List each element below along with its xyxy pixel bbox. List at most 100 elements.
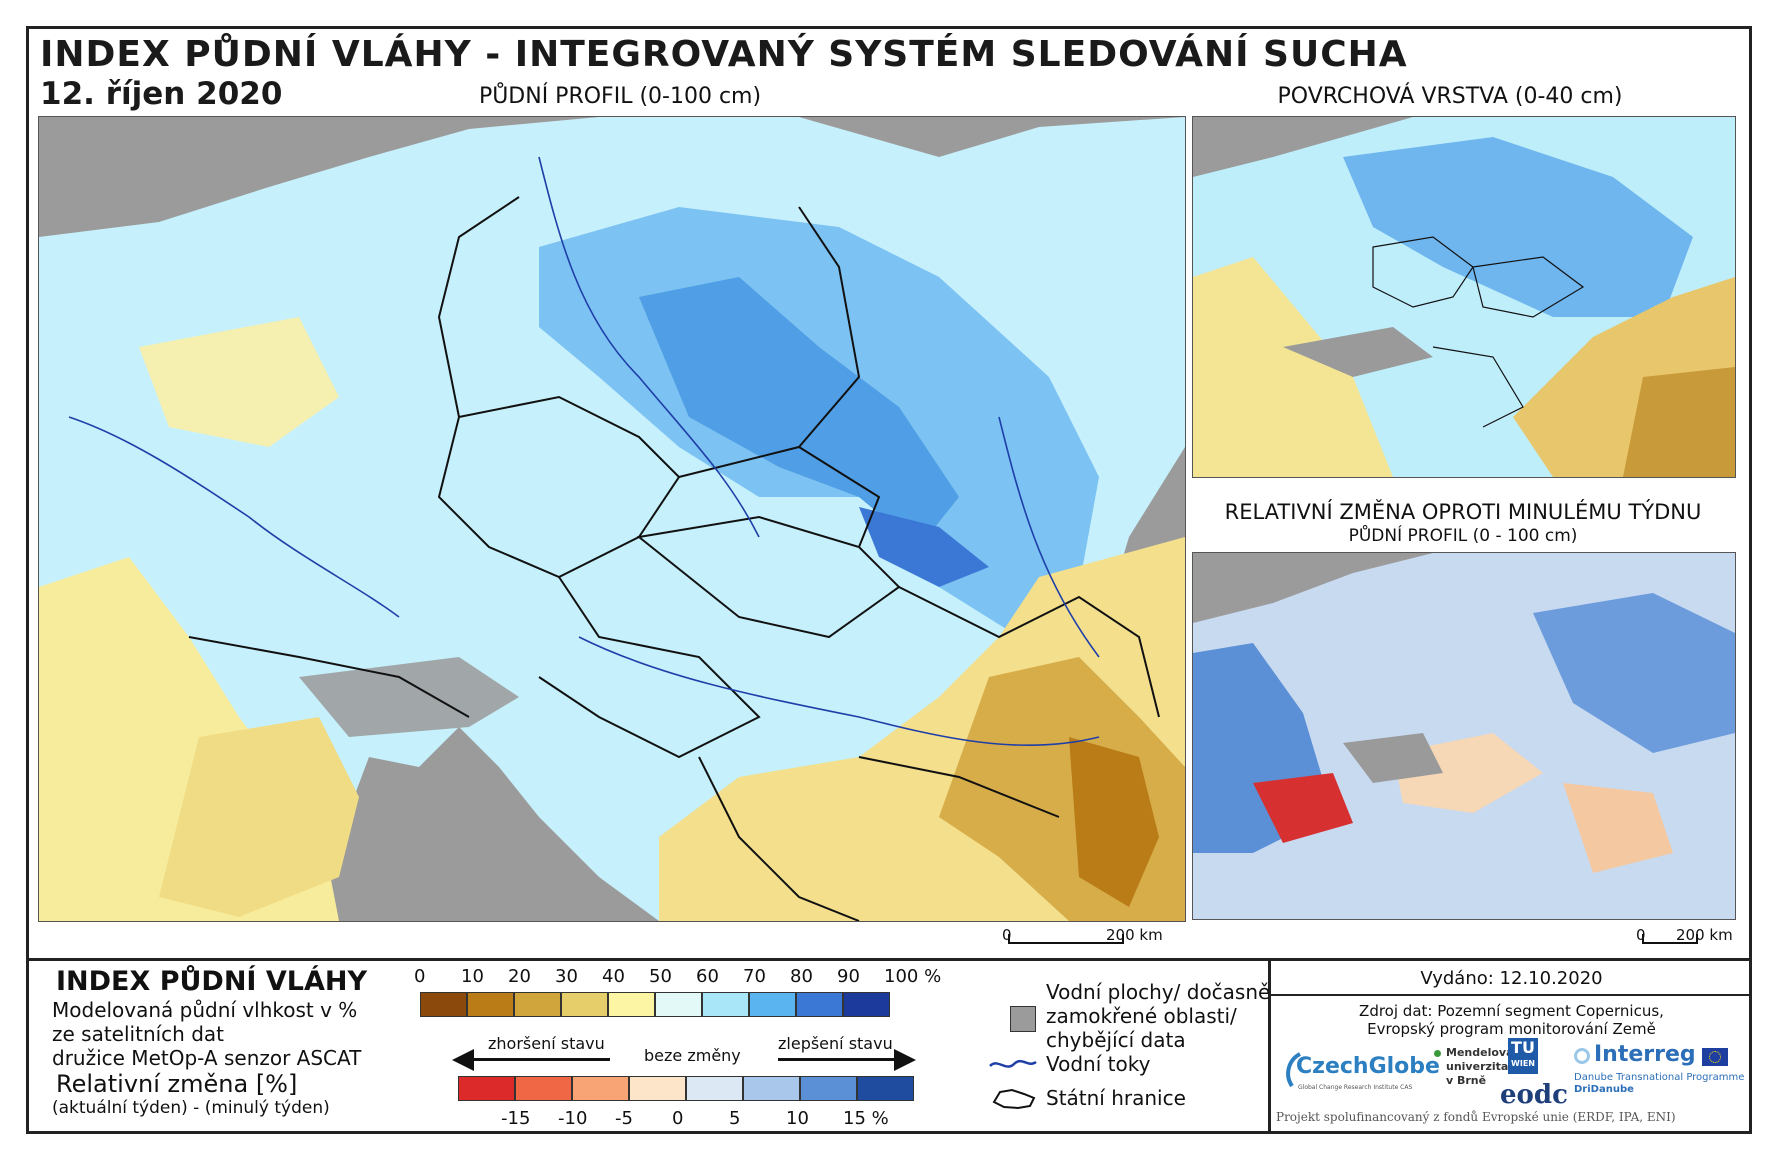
change-tick-label: 10 xyxy=(786,1108,809,1129)
change-swatch xyxy=(629,1076,686,1101)
interreg-project: DriDanube xyxy=(1574,1084,1634,1095)
change-tick-label: -5 xyxy=(615,1108,633,1129)
main-map-caption: PŮDNÍ PROFIL (0-100 cm) xyxy=(478,84,762,109)
index-tick-label: 90 xyxy=(837,966,860,987)
change-swatch xyxy=(458,1076,515,1101)
info-divider xyxy=(1268,960,1271,1134)
index-swatch xyxy=(420,992,467,1017)
legend-title: INDEX PŮDNÍ VLÁHY xyxy=(56,966,368,997)
worse-arrow-head-icon xyxy=(452,1049,474,1071)
issue-date-heading: 12. říjen 2020 xyxy=(40,76,283,112)
nochange-label: beze změny xyxy=(644,1046,741,1065)
czechglobe-subtext: Global Change Research Institute CAS xyxy=(1298,1084,1413,1091)
eodc-logo: eodc xyxy=(1500,1080,1568,1110)
index-swatch xyxy=(796,992,843,1017)
change-tick-label: -10 xyxy=(558,1108,588,1129)
change-swatch xyxy=(572,1076,629,1101)
main-map-graphic xyxy=(39,117,1185,921)
index-tick-label: 40 xyxy=(602,966,625,987)
change-scale-bar xyxy=(1642,934,1698,944)
better-label: zlepšení stavu xyxy=(778,1034,893,1053)
index-tick-label: 30 xyxy=(555,966,578,987)
worse-arrow-line xyxy=(456,1058,610,1061)
border-outline-icon xyxy=(992,1088,1036,1110)
legend-desc-line3: družice MetOp-A senzor ASCAT xyxy=(52,1046,362,1070)
change-colorbar xyxy=(458,1076,914,1101)
info-separator xyxy=(1271,994,1752,996)
index-swatch xyxy=(608,992,655,1017)
relative-change-map xyxy=(1192,552,1736,920)
index-tick-label: 50 xyxy=(649,966,672,987)
source-line-2: Evropský program monitorování Země xyxy=(1367,1020,1656,1038)
source-line-1: Zdroj dat: Pozemní segment Copernicus, xyxy=(1359,1002,1664,1020)
page-title: INDEX PŮDNÍ VLÁHY - INTEGROVANÝ SYSTÉM S… xyxy=(40,34,1408,75)
index-swatch xyxy=(514,992,561,1017)
index-tick-label: 100 % xyxy=(884,966,942,987)
interreg-swirl-icon xyxy=(1574,1048,1590,1064)
index-tick-label: 0 xyxy=(414,966,426,987)
river-line-icon xyxy=(989,1059,1037,1068)
tu-wien-logo: TU WIEN xyxy=(1508,1038,1538,1074)
surface-map-graphic xyxy=(1193,117,1735,477)
water-areas-swatch xyxy=(1010,1006,1036,1032)
czechglobe-arc-icon xyxy=(1286,1052,1302,1088)
index-swatch xyxy=(655,992,702,1017)
better-arrow-head-icon xyxy=(894,1049,916,1071)
legend-change-desc: (aktuální týden) - (minulý týden) xyxy=(52,1098,330,1118)
index-tick-label: 80 xyxy=(790,966,813,987)
mendelu-line-3: v Brně xyxy=(1446,1074,1487,1087)
change-swatch xyxy=(686,1076,743,1101)
surface-map-caption: POVRCHOVÁ VRSTVA (0-40 cm) xyxy=(1277,84,1623,109)
change-swatch xyxy=(800,1076,857,1101)
index-swatch xyxy=(561,992,608,1017)
eu-stars-icon xyxy=(1709,1051,1721,1063)
legend-desc-line2: ze satelitních dat xyxy=(52,1022,224,1046)
index-tick-label: 10 xyxy=(461,966,484,987)
index-tick-label: 70 xyxy=(743,966,766,987)
change-tick-label: 0 xyxy=(672,1108,684,1129)
change-map-subcaption: PŮDNÍ PROFIL (0 - 100 cm) xyxy=(1348,526,1578,546)
better-arrow-line xyxy=(778,1058,896,1061)
tu-wien-subtext: WIEN xyxy=(1511,1059,1535,1068)
change-swatch xyxy=(857,1076,914,1101)
change-map-caption: RELATIVNÍ ZMĚNA OPROTI MINULÉMU TÝDNU xyxy=(1224,500,1702,524)
change-swatch xyxy=(515,1076,572,1101)
index-swatch xyxy=(749,992,796,1017)
legend-change-title: Relativní změna [%] xyxy=(56,1070,298,1098)
index-tick-label: 20 xyxy=(508,966,531,987)
funding-note: Projekt spolufinancovaný z fondů Evropsk… xyxy=(1276,1110,1676,1124)
change-tick-label: 5 xyxy=(729,1108,741,1129)
main-soil-moisture-map xyxy=(38,116,1186,922)
water-areas-label-3: chybějící data xyxy=(1046,1028,1186,1052)
mendelu-dot-icon xyxy=(1434,1050,1441,1057)
change-tick-label: 15 % xyxy=(843,1108,889,1129)
water-areas-label-1: Vodní plochy/ dočasně xyxy=(1046,980,1271,1004)
tu-wien-text: TU xyxy=(1511,1038,1535,1057)
change-tick-label: -15 xyxy=(501,1108,531,1129)
change-scale-end: 200 km xyxy=(1676,926,1733,944)
czechglobe-text: CzechGlobe xyxy=(1296,1054,1440,1079)
interreg-text: Interreg xyxy=(1594,1042,1696,1067)
main-scale-bar xyxy=(1008,934,1124,944)
worse-label: zhoršení stavu xyxy=(488,1034,605,1053)
main-scale-zero: 0 xyxy=(1002,926,1012,944)
index-swatch xyxy=(467,992,514,1017)
surface-layer-map xyxy=(1192,116,1736,478)
index-colorbar xyxy=(420,992,890,1017)
borders-label: Státní hranice xyxy=(1046,1086,1186,1110)
change-scale-zero: 0 xyxy=(1636,926,1646,944)
legend-desc-line1: Modelovaná půdní vlhkost v % xyxy=(52,998,358,1022)
index-tick-label: 60 xyxy=(696,966,719,987)
change-map-graphic xyxy=(1193,553,1735,919)
legend-divider xyxy=(26,958,1752,961)
mendelu-line-2: univerzita xyxy=(1446,1060,1509,1073)
main-scale-end: 200 km xyxy=(1106,926,1163,944)
issued-date: Vydáno: 12.10.2020 xyxy=(1420,968,1603,989)
eu-flag-icon xyxy=(1702,1048,1728,1066)
water-areas-label-2: zamokřené oblasti/ xyxy=(1046,1004,1237,1028)
index-swatch xyxy=(702,992,749,1017)
mendelu-line-1: Mendelova xyxy=(1446,1046,1514,1059)
interreg-programme: Danube Transnational Programme xyxy=(1574,1072,1745,1083)
change-swatch xyxy=(743,1076,800,1101)
rivers-label: Vodní toky xyxy=(1046,1052,1151,1076)
